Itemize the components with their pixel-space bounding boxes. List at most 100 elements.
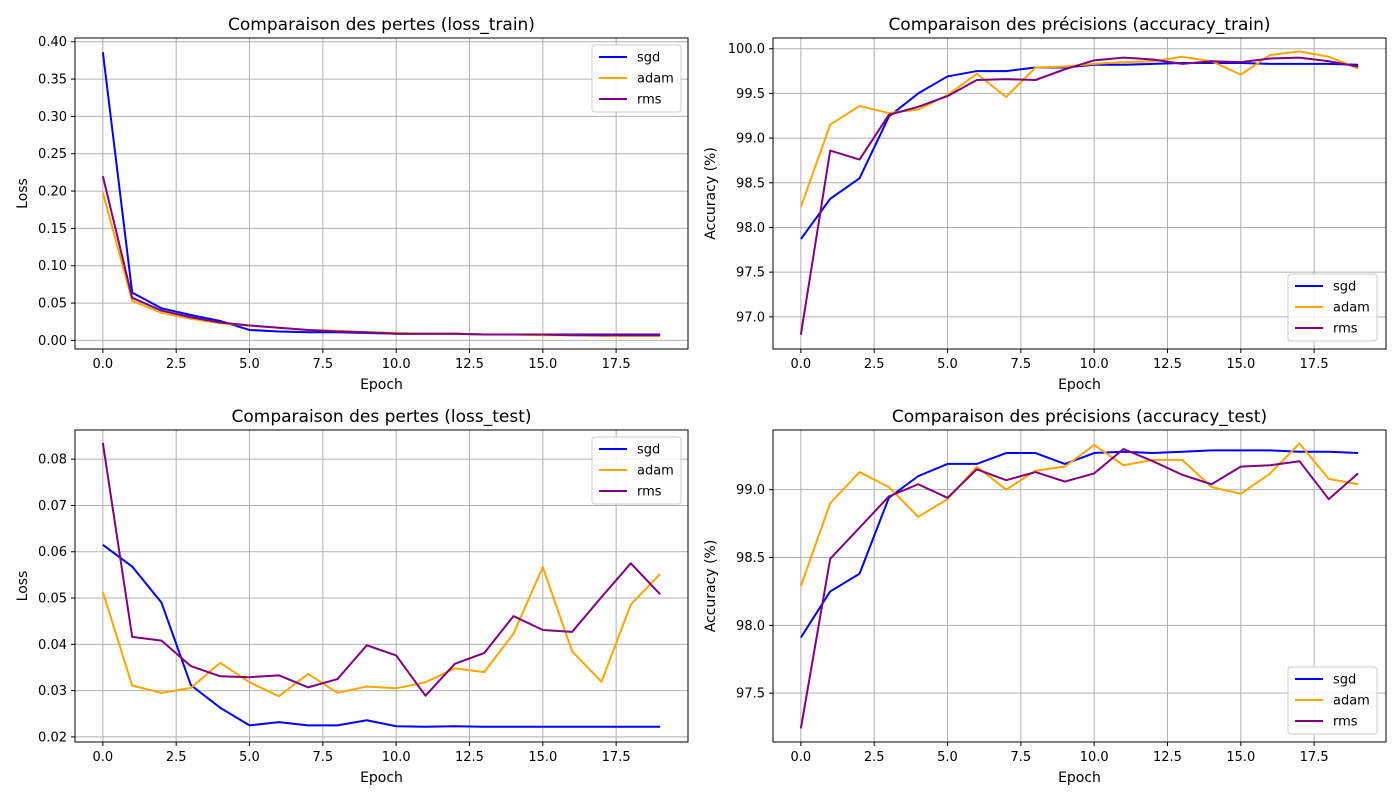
x-tick-label: 17.5	[602, 357, 631, 372]
x-tick-label: 2.5	[864, 750, 885, 765]
y-tick-label: 0.20	[38, 185, 67, 200]
y-tick-label: 98.5	[736, 176, 765, 191]
x-tick-label: 10.0	[382, 357, 411, 372]
series-line-rms	[101, 442, 661, 697]
y-tick-label: 99.0	[736, 483, 765, 498]
y-axis-label: Loss	[15, 571, 31, 602]
y-tick-label: 0.05	[38, 297, 67, 312]
legend: sgd adam rms	[1287, 666, 1378, 735]
chart-panel-2: 0.0 2.5 5.0 7.5 10.0 12.5 15.0 17.5 97.0 97.5 98.0…	[703, 15, 1387, 393]
x-tick-label: 7.5	[1010, 750, 1031, 765]
legend-box	[591, 436, 682, 505]
y-axis-label: Accuracy (%)	[703, 540, 719, 633]
y-axis-label: Loss	[15, 178, 31, 209]
y-tick-label: 0.07	[38, 499, 67, 514]
y-tick-label: 0.03	[38, 684, 67, 699]
x-tick-label: 0.0	[93, 357, 114, 372]
x-tick-label: 10.0	[382, 750, 411, 765]
x-tick-label: 0.0	[93, 750, 114, 765]
x-tick-label: 0.0	[791, 357, 812, 372]
x-tick-label: 7.5	[312, 750, 333, 765]
x-tick-label: 12.5	[455, 750, 484, 765]
y-axis-label: Accuracy (%)	[703, 147, 719, 240]
plot-frame	[772, 37, 1387, 350]
legend: sgd adam rms	[1287, 273, 1378, 342]
series-line-sgd	[102, 543, 661, 728]
y-tick-label: 0.40	[38, 35, 67, 50]
plot-frame	[74, 429, 689, 743]
x-tick-label: 17.5	[602, 750, 631, 765]
x-tick-label: 2.5	[166, 357, 187, 372]
y-tick-label: 97.5	[736, 687, 765, 702]
chart-title: Comparaison des précisions (accuracy_tes…	[892, 407, 1267, 427]
y-tick-label: 99.0	[736, 132, 765, 147]
x-tick-label: 5.0	[239, 750, 260, 765]
legend-box	[591, 44, 682, 113]
legend-label-adam: adam	[1333, 301, 1370, 316]
x-tick-label: 5.0	[937, 750, 958, 765]
y-tick-label: 98.0	[736, 619, 765, 634]
chart-title: Comparaison des précisions (accuracy_tra…	[888, 15, 1270, 35]
x-tick-label: 17.5	[1300, 750, 1329, 765]
y-tick-label: 0.25	[38, 147, 67, 162]
y-tick-label: 98.0	[736, 221, 765, 236]
y-tick-label: 97.0	[736, 310, 765, 325]
x-axis-label: Epoch	[1058, 770, 1101, 786]
x-tick-label: 10.0	[1080, 357, 1109, 372]
legend-label-adam: adam	[637, 464, 674, 479]
y-tick-label: 97.5	[736, 266, 765, 281]
legend-box	[1287, 273, 1378, 342]
y-tick-label: 0.30	[38, 110, 67, 125]
x-tick-label: 12.5	[1153, 750, 1182, 765]
y-tick-label: 100.0	[728, 42, 765, 57]
y-tick-label: 0.15	[38, 222, 67, 237]
y-tick-label: 0.08	[38, 453, 67, 468]
legend-label-adam: adam	[637, 72, 674, 87]
y-tick-label: 0.06	[38, 545, 67, 560]
x-axis-label: Epoch	[360, 770, 403, 786]
y-tick-label: 0.02	[38, 730, 67, 745]
legend-label-rms: rms	[1333, 715, 1358, 730]
legend-label-sgd: sgd	[637, 443, 660, 458]
chart-title: Comparaison des pertes (loss_test)	[232, 407, 532, 427]
x-tick-label: 5.0	[239, 357, 260, 372]
x-tick-label: 17.5	[1300, 357, 1329, 372]
x-axis-label: Epoch	[1058, 377, 1101, 393]
plot-frame	[772, 429, 1387, 743]
series-line-adam	[101, 566, 661, 698]
y-tick-label: 0.10	[38, 259, 67, 274]
grid	[773, 430, 1386, 742]
x-tick-label: 5.0	[937, 357, 958, 372]
x-tick-label: 7.5	[312, 357, 333, 372]
legend-label-sgd: sgd	[637, 51, 660, 66]
chart-panel-1: 0.0 2.5 5.0 7.5 10.0 12.5 15.0 17.5 0.00 0.05 0.10…	[15, 15, 689, 393]
x-tick-label: 2.5	[864, 357, 885, 372]
legend: sgd adam rms	[591, 44, 682, 113]
grid	[773, 38, 1386, 349]
x-tick-label: 15.0	[1226, 357, 1255, 372]
x-tick-label: 0.0	[791, 750, 812, 765]
x-tick-label: 2.5	[166, 750, 187, 765]
legend: sgd adam rms	[591, 436, 682, 505]
x-tick-label: 12.5	[1153, 357, 1182, 372]
x-tick-label: 15.0	[528, 750, 557, 765]
series-line-sgd	[800, 62, 1359, 240]
x-tick-label: 7.5	[1010, 357, 1031, 372]
x-tick-label: 10.0	[1080, 750, 1109, 765]
y-tick-label: 0.04	[38, 638, 67, 653]
series-line-rms	[799, 56, 1359, 335]
legend-label-sgd: sgd	[1333, 673, 1356, 688]
legend-label-adam: adam	[1333, 694, 1370, 709]
series-line-sgd	[101, 52, 661, 336]
legend-label-rms: rms	[637, 93, 662, 108]
y-tick-label: 98.5	[736, 551, 765, 566]
legend-label-sgd: sgd	[1333, 280, 1356, 295]
legend-box	[1287, 666, 1378, 735]
series-line-adam	[799, 50, 1359, 208]
chart-panel-4: 0.0 2.5 5.0 7.5 10.0 12.5 15.0 17.5 97.5 98.0 98.5…	[703, 407, 1387, 786]
chart-title: Comparaison des pertes (loss_train)	[228, 15, 535, 35]
plot-frame	[74, 37, 689, 350]
x-tick-label: 15.0	[1226, 750, 1255, 765]
legend-label-rms: rms	[637, 485, 662, 500]
